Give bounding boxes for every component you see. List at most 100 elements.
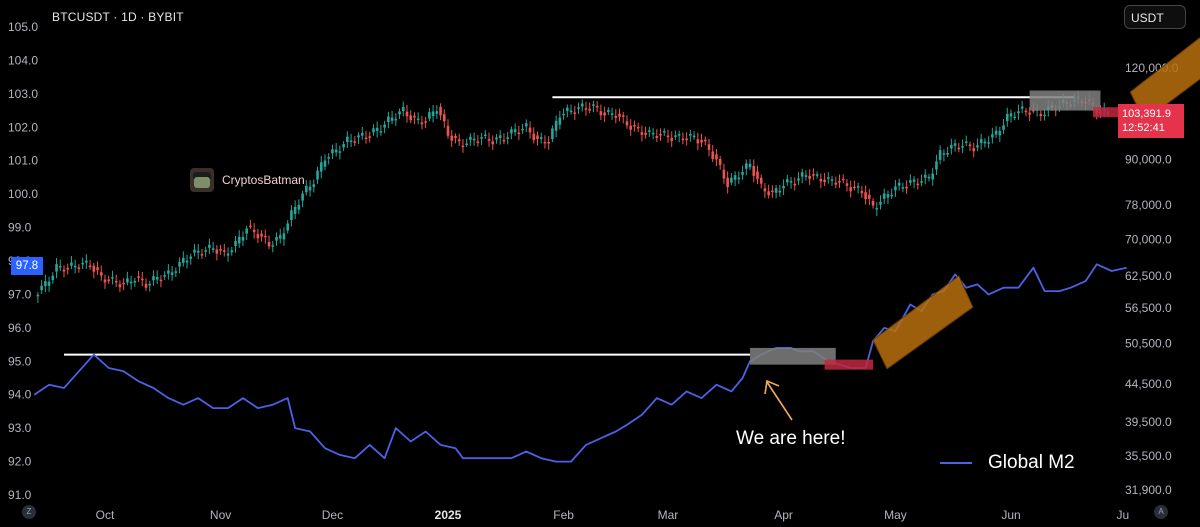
candle-body <box>319 162 323 172</box>
candle-body <box>860 190 864 194</box>
candle-body <box>96 267 99 271</box>
candle-body <box>237 236 241 244</box>
candle-body <box>607 110 610 112</box>
candle-body <box>580 103 584 107</box>
candle-body <box>360 132 364 136</box>
candle-body <box>1024 110 1028 113</box>
batman-avatar-icon <box>190 168 214 192</box>
candle-body <box>756 171 759 179</box>
candle-body <box>517 132 521 135</box>
candle-body <box>849 187 852 192</box>
candle-body <box>372 128 375 133</box>
candle-body <box>979 138 983 144</box>
candle-body <box>950 144 953 149</box>
candle-body <box>834 182 838 185</box>
candle-body <box>454 135 457 139</box>
candle-body <box>416 118 420 120</box>
candle-body <box>636 126 640 129</box>
timezone-button[interactable]: Z <box>22 505 36 519</box>
global-m2-series <box>33 263 1127 463</box>
candle-body <box>953 143 957 146</box>
candle-body <box>47 281 51 286</box>
symbol-title[interactable]: BTCUSDT · 1D · BYBIT <box>52 10 184 24</box>
candle-body <box>752 166 756 176</box>
candle-body <box>905 186 908 189</box>
candle-body <box>685 138 688 141</box>
candle-body <box>1005 113 1009 122</box>
candle-body <box>178 262 181 267</box>
candle-body <box>510 129 513 134</box>
candle-body <box>264 235 267 238</box>
candle-body <box>111 277 114 279</box>
candle-body <box>383 124 386 128</box>
candle-body <box>73 265 77 268</box>
left-axis-tick-label: 92.0 <box>8 455 32 469</box>
range-box-red[interactable] <box>824 359 874 370</box>
candle-body <box>44 281 47 287</box>
candle-body <box>912 179 916 182</box>
candle-body <box>301 193 304 201</box>
candle-body <box>502 139 506 142</box>
candle-body <box>472 138 476 141</box>
candle-body <box>174 271 178 273</box>
candle-body <box>856 186 860 188</box>
candle-body <box>566 107 569 111</box>
candle-body <box>800 172 804 177</box>
candle-body <box>689 133 692 136</box>
candle-body <box>726 177 729 188</box>
candle-body <box>200 254 204 256</box>
candle-body <box>1032 109 1035 112</box>
candle-body <box>815 174 819 176</box>
range-box-grey[interactable] <box>750 347 836 365</box>
range-box-red[interactable] <box>1093 107 1131 118</box>
candle-body <box>916 183 920 186</box>
currency-unit-button[interactable]: USDT <box>1124 5 1186 29</box>
candle-body <box>506 137 509 139</box>
current-price-tag: 103,391.9 12:52:41 <box>1118 104 1184 138</box>
candle-body <box>241 236 245 241</box>
candle-body <box>118 284 122 288</box>
x-axis-tick-label: Ju <box>1117 508 1130 522</box>
legend-swatch-global-m2 <box>940 462 972 464</box>
candle-body <box>763 188 767 192</box>
candle-body <box>942 153 946 155</box>
candle-body <box>793 183 797 186</box>
candle-body <box>588 108 591 111</box>
left-axis-tick-label: 94.0 <box>8 388 32 402</box>
candle-body <box>495 137 498 140</box>
arrow-annotation <box>764 379 793 421</box>
range-box-grey[interactable] <box>1029 90 1101 111</box>
candle-body <box>521 128 524 131</box>
x-axis-tick-label: Nov <box>210 508 231 522</box>
candle-body <box>435 111 439 114</box>
projection-box-orange[interactable] <box>872 275 974 370</box>
candle-body <box>748 163 752 168</box>
candle-body <box>733 175 737 180</box>
candle-body <box>297 204 301 210</box>
candle-body <box>983 141 987 144</box>
candle-body <box>40 285 43 291</box>
candle-body <box>551 128 554 140</box>
candle-body <box>525 123 528 127</box>
candle-body <box>539 137 543 139</box>
candle-body <box>513 129 517 133</box>
candle-body <box>349 140 353 143</box>
global-m2-line[interactable] <box>33 263 1127 463</box>
candle-body <box>845 183 849 186</box>
candle-body <box>55 264 58 272</box>
candle-body <box>152 276 155 281</box>
watermark-label: CryptosBatman <box>222 173 305 187</box>
candle-body <box>219 249 222 251</box>
candle-body <box>77 267 81 269</box>
candle-body <box>249 225 252 228</box>
candle-body <box>353 141 357 143</box>
candle-body <box>387 116 390 122</box>
auto-scale-button[interactable]: A <box>1154 505 1168 519</box>
bar-countdown: 12:52:41 <box>1122 122 1165 134</box>
candle-body <box>1017 111 1020 114</box>
candle-body <box>405 111 409 117</box>
candle-body <box>935 161 938 170</box>
left-axis-tick-label: 102.0 <box>8 120 38 134</box>
candle-body <box>375 127 379 131</box>
candle-body <box>994 130 998 135</box>
